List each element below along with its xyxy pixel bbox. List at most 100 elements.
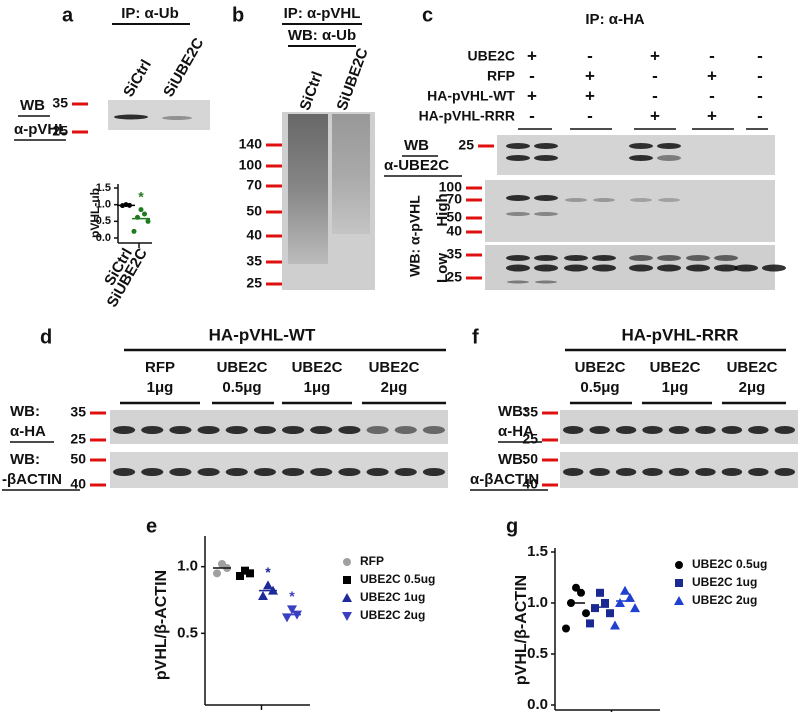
band xyxy=(506,155,530,161)
panel-label: f xyxy=(472,326,479,348)
point xyxy=(138,207,144,213)
band xyxy=(114,114,148,120)
group-label: UBE2C xyxy=(217,359,268,376)
band xyxy=(225,426,248,434)
mw-marker: 40 xyxy=(446,223,462,239)
band xyxy=(534,155,558,161)
mw-marker: 25 xyxy=(246,275,262,291)
smear xyxy=(332,114,370,234)
band xyxy=(589,468,610,476)
wb-label: α-UBE2C xyxy=(384,157,449,174)
band xyxy=(338,468,361,476)
band xyxy=(282,426,305,434)
band xyxy=(642,426,663,434)
lane-label: SiCtrl xyxy=(120,57,155,100)
band xyxy=(563,468,584,476)
significance: * xyxy=(265,564,271,580)
group-label: 1μg xyxy=(147,379,174,396)
legend-marker xyxy=(675,561,683,569)
legend-label: UBE2C 1ug xyxy=(692,575,757,589)
band xyxy=(615,468,637,476)
mw-marker: 25 xyxy=(522,431,538,447)
band xyxy=(506,143,530,149)
band xyxy=(657,255,681,261)
band xyxy=(394,426,417,434)
band xyxy=(197,468,220,476)
sign: - xyxy=(587,46,593,65)
band xyxy=(225,468,248,476)
y-tick-label: 1.0 xyxy=(177,558,198,575)
band xyxy=(310,468,333,476)
y-tick-label: 0.5 xyxy=(96,215,111,227)
mw-marker: 35 xyxy=(446,246,462,262)
legend-marker xyxy=(675,579,683,587)
band xyxy=(113,468,136,476)
y-axis-label: pVHL/β-ACTIN xyxy=(153,570,170,680)
mw-marker: 25 xyxy=(70,431,86,447)
mw-marker: 35 xyxy=(522,404,538,420)
band xyxy=(721,426,743,434)
band xyxy=(642,468,663,476)
band xyxy=(695,468,716,476)
band xyxy=(589,426,610,434)
point xyxy=(258,591,268,600)
band xyxy=(253,426,276,434)
legend-marker xyxy=(343,558,351,566)
panel-label: g xyxy=(506,515,518,537)
point xyxy=(263,580,273,590)
construct-label: HA-pVHL-RRR xyxy=(621,325,738,344)
point xyxy=(586,619,594,628)
y-tick-label: 0.0 xyxy=(96,232,111,244)
construct-label: HA-pVHL-WT xyxy=(209,325,316,344)
wb-label: α-HA xyxy=(10,423,46,440)
point xyxy=(606,609,614,618)
band xyxy=(629,143,653,149)
condition-label: RFP xyxy=(487,68,515,84)
band xyxy=(774,468,795,476)
blot xyxy=(497,135,775,175)
band xyxy=(422,468,445,476)
legend-label: UBE2C 2ug xyxy=(692,593,757,607)
wb-label: α-pVHL xyxy=(14,121,67,138)
y-tick-label: 1.5 xyxy=(96,182,111,194)
blot xyxy=(110,452,448,488)
mw-marker: 40 xyxy=(246,227,262,243)
sign: + xyxy=(585,66,595,85)
sign: - xyxy=(529,106,535,125)
group-label: UBE2C xyxy=(650,359,701,376)
legend-label: UBE2C 1ug xyxy=(360,590,425,604)
point xyxy=(610,620,620,630)
band xyxy=(338,426,361,434)
mw-marker: 35 xyxy=(52,95,68,111)
sign: + xyxy=(527,86,537,105)
smear xyxy=(288,114,328,264)
point xyxy=(582,609,590,618)
mw-marker: 100 xyxy=(239,157,263,173)
ip-label: IP: α-pVHL xyxy=(284,5,361,22)
point xyxy=(601,599,609,607)
group-label: UBE2C xyxy=(369,359,420,376)
panel-label: d xyxy=(40,326,52,348)
blot xyxy=(110,410,448,444)
mw-marker: 25 xyxy=(52,123,68,139)
y-tick-label: 1.0 xyxy=(96,199,111,211)
band xyxy=(113,426,136,434)
band xyxy=(748,468,769,476)
panel-label: c xyxy=(422,4,433,26)
sign: - xyxy=(652,86,658,105)
ip-label: IP: α-HA xyxy=(585,11,644,28)
mw-marker: 70 xyxy=(246,177,262,193)
band xyxy=(695,426,716,434)
sign: - xyxy=(757,86,763,105)
group-label: UBE2C xyxy=(292,359,343,376)
band xyxy=(615,426,637,434)
point xyxy=(577,588,585,597)
y-tick-label: 0.5 xyxy=(177,624,198,641)
band xyxy=(592,255,616,261)
band xyxy=(162,116,192,120)
legend-marker xyxy=(342,612,352,621)
point xyxy=(630,603,640,613)
point xyxy=(615,598,625,607)
band xyxy=(686,264,710,272)
mw-marker: 50 xyxy=(522,451,538,467)
